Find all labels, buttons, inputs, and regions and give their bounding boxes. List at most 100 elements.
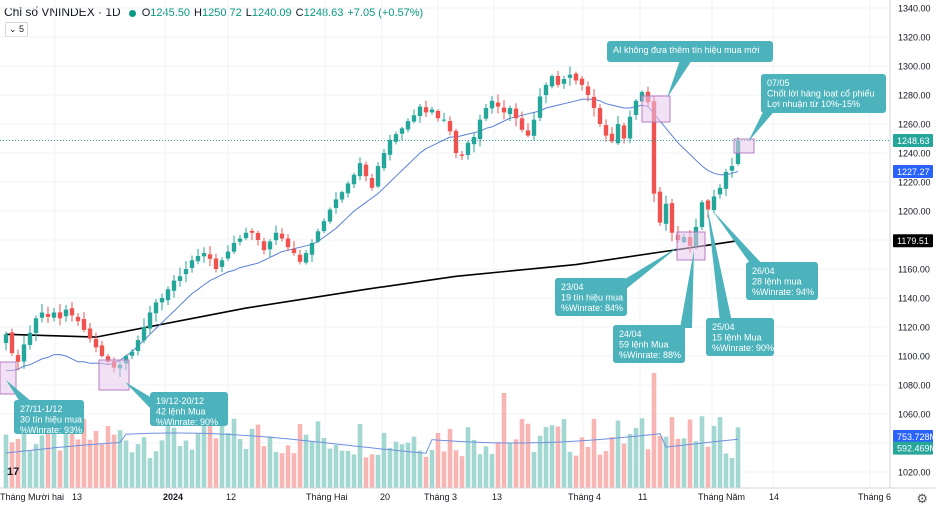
candle-body xyxy=(3,334,9,343)
y-tick-label: 1280.00 xyxy=(898,91,931,101)
candle-body xyxy=(75,316,81,322)
volume-bar xyxy=(153,451,159,488)
candle-body xyxy=(105,356,111,362)
candle-body xyxy=(651,101,657,194)
volume-bar xyxy=(465,427,471,488)
candle-body xyxy=(615,124,621,144)
candle xyxy=(513,103,519,127)
open-value: 1245.50 xyxy=(150,7,191,19)
volume-bar xyxy=(189,449,195,488)
tradingview-logo-icon[interactable]: 17 xyxy=(7,466,20,478)
candle-body xyxy=(303,253,309,263)
volume-bar xyxy=(405,442,411,488)
candle xyxy=(39,303,45,323)
candle xyxy=(357,157,363,181)
x-tick-label: 13 xyxy=(492,492,502,502)
annotation-text: Lợi nhuận từ 10%-15% xyxy=(767,99,860,109)
candle xyxy=(597,104,603,127)
volume-bar xyxy=(249,428,255,488)
volume-bar xyxy=(573,455,579,488)
candle xyxy=(285,234,291,251)
candle xyxy=(33,315,39,342)
candle-body xyxy=(711,196,717,210)
volume-bar xyxy=(351,454,357,488)
candle-body xyxy=(597,108,603,124)
x-tick-label: 12 xyxy=(226,492,236,502)
candle-body xyxy=(657,191,663,223)
price-label-bg xyxy=(893,441,933,455)
candle xyxy=(447,116,453,136)
x-tick-label: Tháng 4 xyxy=(568,492,601,502)
candle xyxy=(75,313,81,326)
close-label: C xyxy=(295,7,304,19)
candle-body xyxy=(549,76,555,87)
candle xyxy=(591,89,597,117)
high-label: H xyxy=(194,7,202,19)
candle-body xyxy=(285,238,291,248)
annotation-text: %Winrate: 84% xyxy=(561,303,623,313)
candle-body xyxy=(429,109,435,113)
candle xyxy=(603,119,609,142)
annotation-text: 26/04 xyxy=(752,266,775,276)
candle-body xyxy=(87,328,93,339)
volume-bar xyxy=(63,416,69,488)
candle-body xyxy=(81,319,87,330)
candle xyxy=(135,335,141,356)
volume-bar xyxy=(15,438,21,488)
candle xyxy=(225,245,231,261)
highlight-box xyxy=(98,359,130,391)
candle-body xyxy=(345,183,351,194)
y-tick-label: 1340.00 xyxy=(898,4,931,14)
candle xyxy=(441,112,447,123)
candle-body xyxy=(207,254,213,259)
candle xyxy=(249,228,255,241)
candle-body xyxy=(501,107,507,113)
annotation-text: 27/11-1/12 xyxy=(20,404,62,414)
annotation-text: 19/12-20/12 xyxy=(156,396,204,406)
volume-bar xyxy=(93,430,99,488)
annotation-box xyxy=(555,278,627,316)
price-label-bg xyxy=(893,234,933,248)
annotation-text: %Winrate: 93% xyxy=(20,425,82,435)
candle-body xyxy=(417,106,423,117)
candle-body xyxy=(243,232,249,239)
candle-body xyxy=(393,134,399,142)
candle xyxy=(363,161,369,182)
indicator-toggle[interactable]: ⌄ 5 xyxy=(5,22,28,37)
volume-bar xyxy=(663,436,669,488)
volume-bar xyxy=(627,433,633,488)
volume-bar xyxy=(219,425,225,488)
candle-body xyxy=(465,142,471,156)
annotation-text: 23/04 xyxy=(561,282,584,292)
indicator-count: 5 xyxy=(19,24,25,34)
volume-bar xyxy=(345,450,351,488)
volume-bar xyxy=(693,441,699,488)
gear-icon[interactable]: ⚙ xyxy=(916,491,928,506)
candle-body xyxy=(723,171,729,189)
candle-body xyxy=(609,133,615,142)
candle xyxy=(717,184,723,199)
candle-body xyxy=(297,254,303,262)
volume-bar xyxy=(141,437,147,488)
volume-bar xyxy=(207,419,213,488)
ma-200-line xyxy=(5,239,739,338)
volume-bar xyxy=(561,419,567,488)
candle xyxy=(3,331,9,351)
candle xyxy=(237,235,243,246)
change-value: +7.05 (+0.57%) xyxy=(347,7,424,19)
annotation-box xyxy=(706,318,774,356)
candle-body xyxy=(591,96,597,109)
candle-body xyxy=(405,121,411,130)
volume-bar xyxy=(303,434,309,488)
annotation-pointer xyxy=(620,247,678,294)
candle xyxy=(549,74,555,89)
volume-bar xyxy=(447,428,453,488)
volume-bar xyxy=(621,443,627,488)
y-tick-label: 1060.00 xyxy=(898,410,931,420)
candle xyxy=(345,181,351,198)
annotation-text: %Winrate: 90% xyxy=(712,343,774,353)
candle-body xyxy=(135,340,141,351)
candle xyxy=(483,104,489,122)
candle xyxy=(699,200,705,231)
